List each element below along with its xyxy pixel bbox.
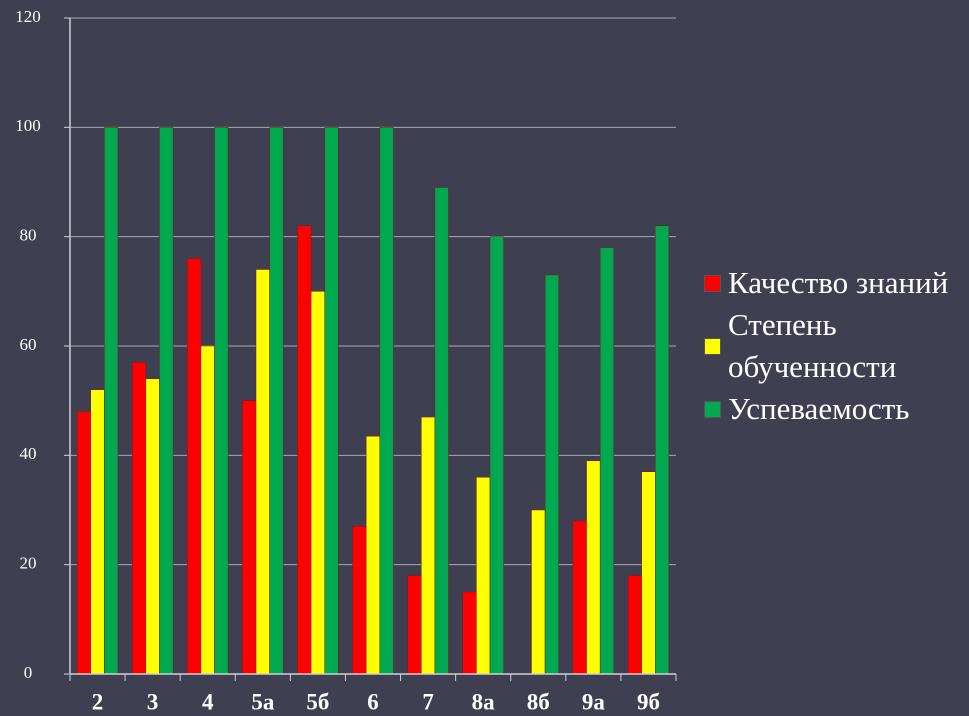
legend-swatch	[704, 401, 721, 418]
bar	[365, 435, 381, 675]
bar	[310, 291, 325, 675]
x-tick-label: 5а	[251, 689, 275, 714]
bar	[379, 127, 394, 675]
bar	[297, 225, 312, 675]
bar	[352, 526, 367, 675]
bar	[572, 520, 587, 675]
bar	[599, 247, 615, 675]
x-tick-label: 6	[367, 689, 379, 714]
bar	[434, 187, 449, 675]
bar	[462, 591, 477, 675]
bar	[476, 476, 491, 675]
bar	[269, 127, 284, 675]
bar	[242, 400, 257, 675]
x-tick-label: 9а	[582, 689, 606, 714]
bar	[641, 471, 656, 675]
x-tick-label: 8б	[527, 689, 550, 714]
bar	[627, 575, 642, 675]
x-tick-label: 5б	[306, 689, 329, 714]
bar	[544, 274, 559, 675]
legend-item: Успеваемость	[704, 388, 966, 430]
y-tick-label: 80	[20, 226, 37, 245]
x-tick-label: 9б	[637, 689, 660, 714]
bar	[187, 258, 202, 675]
y-tick-label: 100	[15, 116, 41, 135]
bar	[214, 127, 229, 675]
y-tick-label: 120	[15, 7, 41, 26]
bar	[324, 127, 339, 675]
y-tick-label: 40	[20, 444, 37, 463]
y-tick-label: 60	[20, 335, 37, 354]
y-tick-label: 20	[20, 554, 37, 573]
bar	[159, 127, 174, 675]
bar	[655, 225, 670, 675]
x-tick-label: 7	[422, 689, 434, 714]
legend-swatch	[704, 275, 721, 292]
x-tick-label: 8а	[472, 689, 496, 714]
bar	[407, 575, 422, 675]
bar	[255, 269, 270, 675]
bar	[489, 236, 504, 675]
legend-item: Степень обученности	[704, 304, 966, 388]
bar	[200, 345, 215, 675]
x-tick-label: 3	[147, 689, 159, 714]
bar	[131, 362, 147, 675]
bar	[586, 460, 601, 675]
x-tick-label: 4	[202, 689, 214, 714]
bar	[145, 378, 160, 675]
bar	[90, 389, 105, 675]
legend: Качество знаний Степень обученности Успева…	[704, 262, 966, 430]
bar	[531, 509, 546, 675]
bar	[104, 127, 119, 675]
bar	[76, 411, 91, 675]
legend-label: Степень обученности	[728, 307, 897, 384]
legend-label: Успеваемость	[728, 391, 910, 426]
legend-label: Качество знаний	[728, 265, 949, 300]
legend-item: Качество знаний	[704, 262, 966, 304]
x-tick-label: 2	[92, 689, 104, 714]
legend-swatch	[704, 338, 721, 355]
y-tick-label: 0	[24, 663, 33, 682]
bar	[421, 416, 436, 675]
